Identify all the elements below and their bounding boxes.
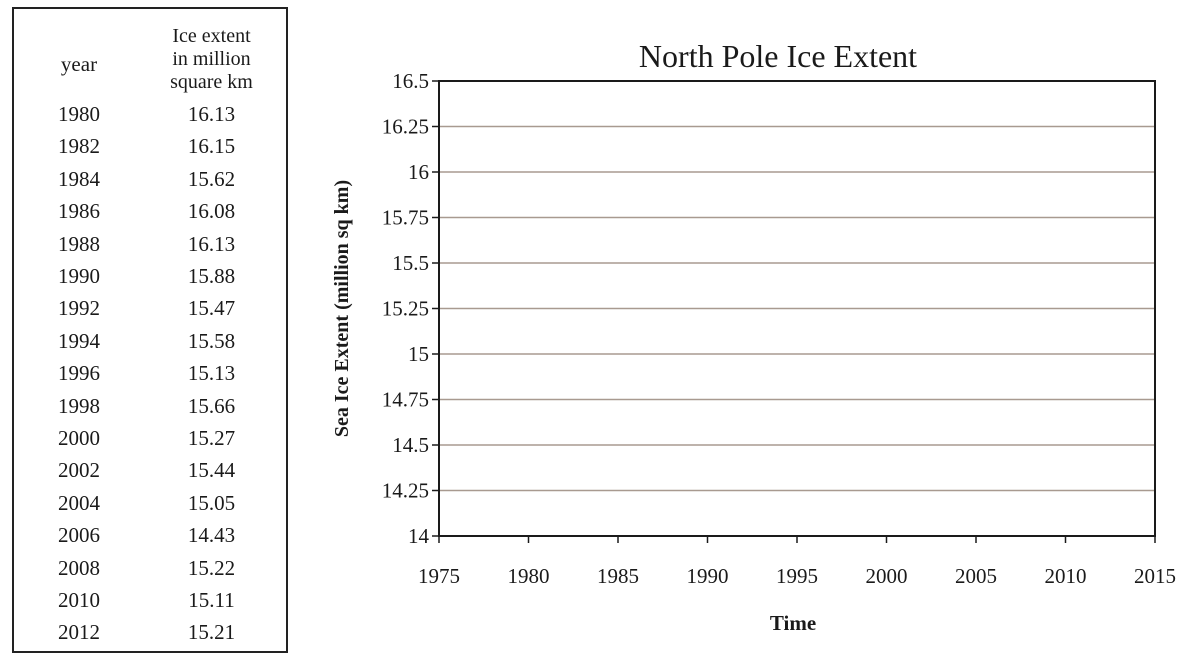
table-cell-value: 15.58 — [187, 328, 236, 353]
table-row: 2000 15.27 — [14, 423, 286, 453]
table-header-extent-line: square km — [170, 71, 253, 93]
table-row: 1988 16.13 — [14, 229, 286, 259]
table-row: 1984 15.62 — [14, 164, 286, 194]
x-tick-label: 1975 — [418, 564, 460, 588]
y-tick-label: 15 — [408, 342, 429, 366]
table-row: 2006 14.43 — [14, 520, 286, 550]
x-tick-label: 1995 — [776, 564, 818, 588]
table-cell-year: 1980 — [58, 102, 100, 126]
y-axis: 14 14.25 14.5 14.75 15 15.25 15.5 15.75 16 16.25 1… — [382, 69, 439, 548]
chart-title: North Pole Ice Extent — [639, 38, 917, 74]
table-cell-value: 15.88 — [187, 264, 236, 288]
table-row: 2012 15.21 — [14, 617, 286, 647]
y-tick-label: 14.25 — [382, 479, 429, 503]
x-tick-label: 2015 — [1134, 564, 1176, 588]
table-row: 1990 15.88 — [14, 261, 286, 291]
y-axis-label: Sea Ice Extent (million sq km) — [331, 180, 353, 437]
chart-svg: North Pole Ice Extent 14 14.25 14.5 14.75 15… — [331, 38, 1176, 635]
table-header-extent: Ice extent in million square km — [144, 25, 279, 94]
y-tick-label: 15.75 — [382, 206, 429, 230]
table-header-extent-line: Ice extent — [172, 25, 251, 47]
data-table: year Ice extent in million square km 198… — [12, 7, 288, 653]
x-tick-label: 1980 — [508, 564, 550, 588]
table-cell-year: 1992 — [58, 296, 100, 321]
table-cell-year: 2002 — [58, 458, 100, 483]
table-row: 1998 15.66 — [14, 391, 286, 421]
table-cell-value: 16.08 — [187, 199, 236, 224]
table-cell-value: 15.05 — [187, 490, 236, 515]
table-cell-value: 16.13 — [187, 102, 236, 126]
table-cell-value: 15.22 — [187, 555, 236, 580]
y-tick-label: 14 — [408, 524, 430, 548]
table-cell-year: 2000 — [58, 426, 100, 450]
table-row: 2010 15.11 — [14, 585, 286, 615]
table-cell-value: 15.11 — [188, 588, 235, 612]
table-cell-year: 2012 — [58, 620, 100, 645]
table-cell-value: 15.13 — [187, 361, 236, 386]
table-row: 2004 15.05 — [14, 488, 286, 518]
table-header-year: year — [60, 52, 98, 76]
table-cell-year: 2010 — [58, 588, 100, 612]
gridlines — [439, 125, 1155, 492]
y-tick-label: 16.5 — [392, 69, 429, 93]
table-cell-year: 2006 — [58, 523, 100, 548]
x-tick-label: 2010 — [1045, 564, 1087, 588]
table-cell-year: 2004 — [58, 490, 100, 515]
x-tick-label: 1985 — [597, 564, 639, 588]
y-tick-label: 15.25 — [382, 297, 429, 321]
table-cell-value: 16.15 — [187, 134, 236, 159]
x-tick-label: 2000 — [866, 564, 908, 588]
y-tick-label: 14.75 — [382, 388, 429, 412]
table-cell-value: 16.13 — [187, 231, 236, 256]
table-cell-year: 1996 — [58, 361, 100, 386]
table-cell-value: 15.44 — [187, 458, 236, 483]
table-cell-year: 1998 — [58, 393, 100, 418]
table-cell-value: 14.43 — [187, 523, 236, 548]
y-tick-label: 14.5 — [392, 433, 429, 457]
table-row: 1996 15.13 — [14, 358, 286, 388]
table-cell-year: 1984 — [58, 166, 100, 191]
table-cell-year: 1990 — [58, 264, 100, 288]
table-cell-value: 15.21 — [187, 620, 236, 645]
table-header-extent-line: in million — [172, 48, 251, 70]
table-cell-value: 15.66 — [187, 393, 236, 418]
table-cell-year: 1994 — [58, 328, 100, 353]
table-cell-year: 2008 — [58, 555, 100, 580]
table-cell-value: 15.27 — [187, 426, 236, 450]
table-row: 1994 15.58 — [14, 326, 286, 356]
table-row: 1986 16.08 — [14, 196, 286, 226]
table-row: 1980 16.13 — [14, 99, 286, 129]
y-tick-label: 15.5 — [392, 251, 429, 275]
table-row: 1992 15.47 — [14, 293, 286, 323]
table-row: 1982 16.15 — [14, 131, 286, 161]
y-tick-label: 16 — [408, 160, 429, 184]
x-tick-label: 2005 — [955, 564, 997, 588]
table-cell-value: 15.47 — [187, 296, 236, 321]
x-axis: 1975 1980 1985 1990 1995 2000 2005 2010 2015 — [418, 536, 1176, 588]
ice-extent-chart: North Pole Ice Extent 14 14.25 14.5 14.75 15… — [300, 30, 1180, 655]
x-axis-label: Time — [770, 611, 816, 635]
table-cell-year: 1988 — [58, 231, 100, 256]
table-cell-value: 15.62 — [187, 166, 236, 191]
table-row: 2002 15.44 — [14, 455, 286, 485]
y-tick-label: 16.25 — [382, 115, 429, 139]
x-tick-label: 1990 — [687, 564, 729, 588]
table-row: 2008 15.22 — [14, 553, 286, 583]
table-cell-year: 1986 — [58, 199, 100, 224]
table-cell-year: 1982 — [58, 134, 100, 159]
